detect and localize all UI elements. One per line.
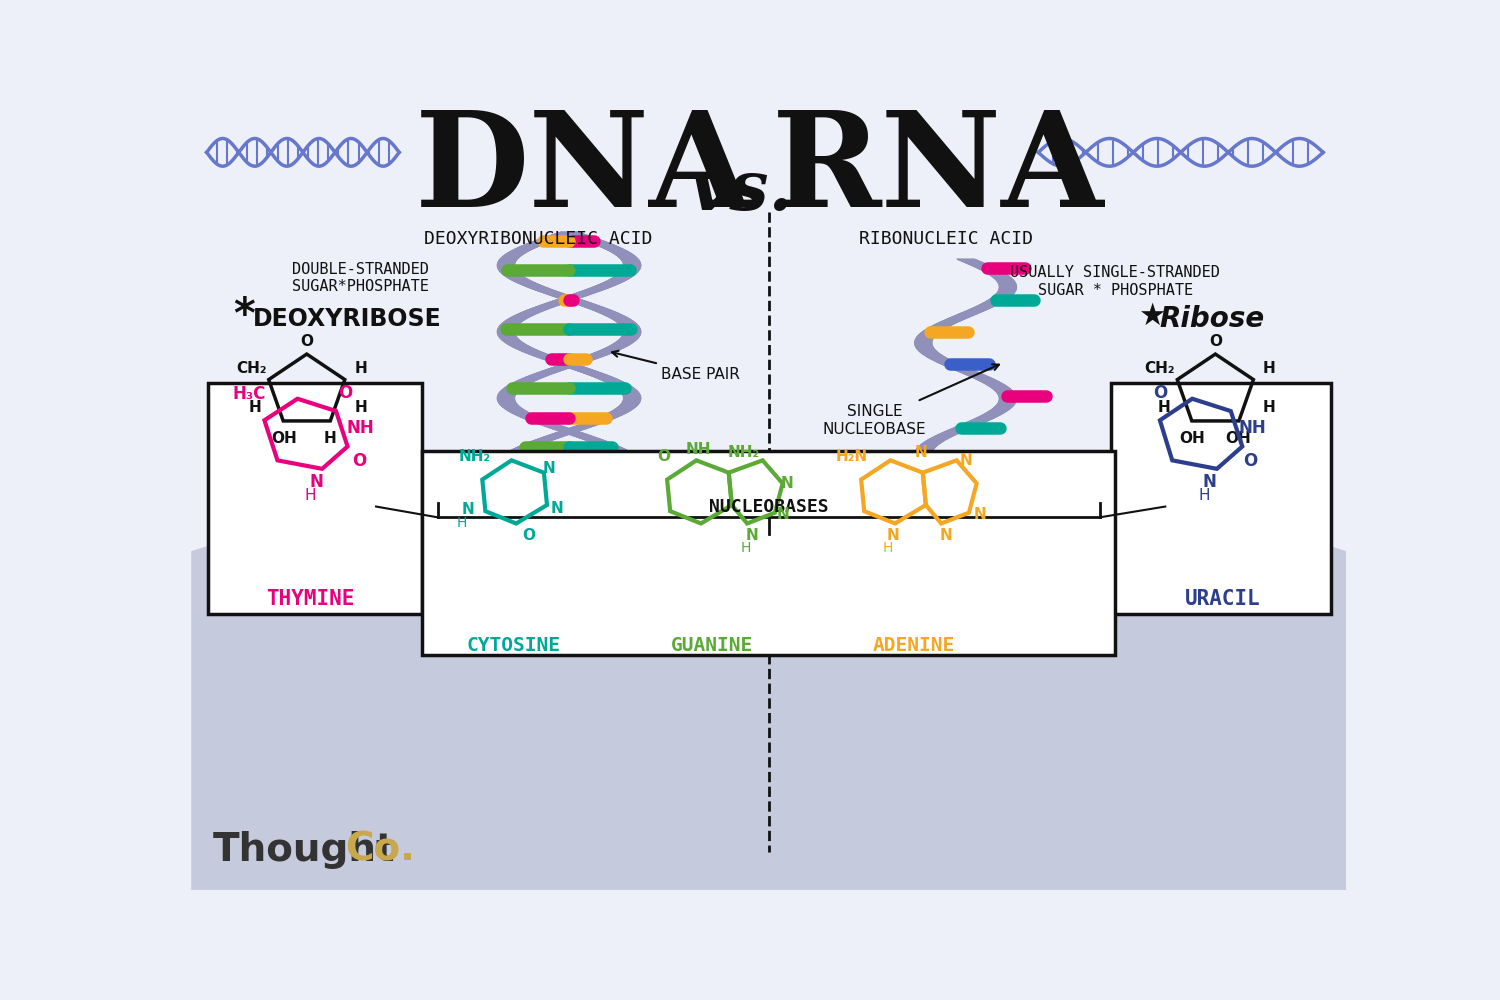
Text: NH: NH — [346, 419, 375, 437]
Text: DNA: DNA — [416, 106, 753, 235]
Text: H: H — [249, 400, 261, 415]
Text: O: O — [657, 449, 670, 464]
Text: N: N — [776, 507, 789, 522]
Text: NUCLEOBASES: NUCLEOBASES — [710, 498, 828, 516]
Text: BASE PAIR: BASE PAIR — [612, 351, 740, 382]
Text: H: H — [354, 361, 368, 376]
Text: H: H — [354, 400, 368, 415]
FancyBboxPatch shape — [423, 451, 1114, 655]
Text: H₂N: H₂N — [836, 449, 868, 464]
Polygon shape — [192, 482, 1347, 890]
Text: ADENINE: ADENINE — [873, 636, 954, 655]
Text: O: O — [352, 452, 366, 470]
Text: SINGLE
NUCLEOBASE: SINGLE NUCLEOBASE — [822, 364, 999, 437]
Text: H: H — [1263, 400, 1275, 415]
Text: DOUBLE-STRANDED
SUGAR*PHOSPHATE: DOUBLE-STRANDED SUGAR*PHOSPHATE — [292, 262, 429, 294]
Text: THYMINE: THYMINE — [267, 589, 356, 609]
Text: H: H — [304, 488, 316, 503]
FancyBboxPatch shape — [1112, 383, 1330, 614]
Text: N: N — [974, 507, 986, 522]
Text: NH: NH — [1239, 419, 1266, 437]
Text: N: N — [960, 453, 972, 468]
Text: RIBONUCLEIC ACID: RIBONUCLEIC ACID — [859, 230, 1034, 248]
Text: O: O — [338, 384, 352, 402]
Text: GUANINE: GUANINE — [670, 636, 753, 655]
Text: N: N — [543, 461, 555, 476]
Text: *: * — [234, 295, 255, 337]
FancyBboxPatch shape — [209, 383, 423, 614]
Text: O: O — [1244, 452, 1257, 470]
Text: O: O — [1154, 384, 1167, 402]
Text: N: N — [550, 501, 564, 516]
Text: vs.: vs. — [690, 157, 794, 225]
Text: NH₂: NH₂ — [728, 445, 759, 460]
Text: N: N — [746, 528, 758, 543]
Text: Thought: Thought — [213, 831, 396, 869]
Text: H₃C: H₃C — [232, 385, 266, 403]
Text: OH: OH — [1226, 431, 1251, 446]
Text: H: H — [458, 516, 468, 530]
Text: H: H — [1263, 361, 1275, 376]
Text: USUALLY SINGLE-STRANDED
SUGAR * PHOSPHATE: USUALLY SINGLE-STRANDED SUGAR * PHOSPHAT… — [1011, 265, 1220, 298]
Text: DEOXYRIBONUCLEIC ACID: DEOXYRIBONUCLEIC ACID — [423, 230, 652, 248]
Text: URACIL: URACIL — [1185, 589, 1262, 609]
Text: H: H — [882, 541, 892, 555]
Text: NH₂: NH₂ — [459, 449, 490, 464]
Text: H: H — [741, 541, 752, 555]
Text: N: N — [1203, 473, 1216, 491]
Text: O: O — [300, 334, 313, 349]
Text: RNA: RNA — [772, 106, 1104, 235]
Text: N: N — [782, 476, 794, 491]
Text: ★: ★ — [1138, 302, 1166, 331]
Text: H: H — [324, 431, 336, 446]
Text: DEOXYRIBOSE: DEOXYRIBOSE — [254, 307, 441, 331]
Text: N: N — [939, 528, 952, 543]
Text: CH₂: CH₂ — [236, 361, 267, 376]
Text: Co.: Co. — [345, 831, 416, 869]
Text: H: H — [1158, 400, 1170, 415]
Text: OH: OH — [272, 431, 297, 446]
Text: NH: NH — [686, 442, 711, 457]
Text: N: N — [915, 445, 927, 460]
Text: N: N — [886, 528, 900, 543]
Text: CYTOSINE: CYTOSINE — [466, 636, 560, 655]
Text: H: H — [1198, 488, 1210, 503]
Text: O: O — [522, 528, 536, 543]
Text: OH: OH — [1179, 431, 1204, 446]
Text: N: N — [309, 473, 322, 491]
Text: Ribose: Ribose — [1160, 305, 1264, 333]
Text: N: N — [462, 502, 476, 517]
Text: O: O — [1209, 334, 1222, 349]
Text: CH₂: CH₂ — [1144, 361, 1174, 376]
